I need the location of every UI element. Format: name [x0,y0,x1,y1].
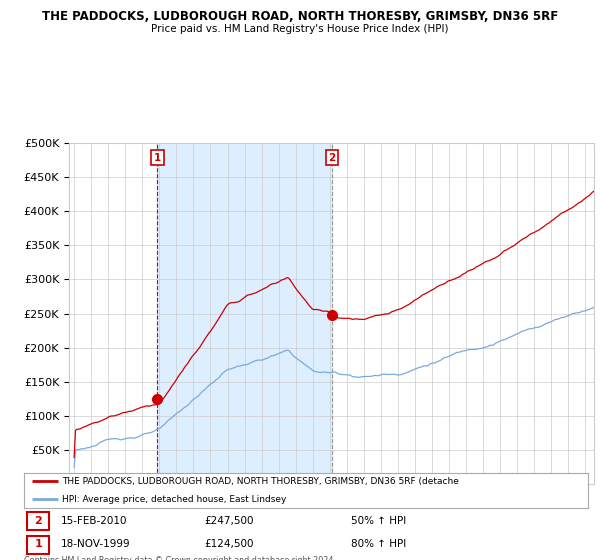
Text: THE PADDOCKS, LUDBOROUGH ROAD, NORTH THORESBY, GRIMSBY, DN36 5RF (detache: THE PADDOCKS, LUDBOROUGH ROAD, NORTH THO… [62,477,459,486]
Bar [157,143,332,484]
Text: 50% ↑ HPI: 50% ↑ HPI [351,516,406,526]
Text: Price paid vs. HM Land Registry's House Price Index (HPI): Price paid vs. HM Land Registry's House … [151,24,449,34]
Text: THE PADDOCKS, LUDBOROUGH ROAD, NORTH THORESBY, GRIMSBY, DN36 5RF: THE PADDOCKS, LUDBOROUGH ROAD, NORTH THO… [42,10,558,23]
Text: 80% ↑ HPI: 80% ↑ HPI [351,539,406,549]
Text: 18-NOV-1999: 18-NOV-1999 [61,539,130,549]
Text: 1: 1 [154,153,161,163]
Text: Contains HM Land Registry data © Crown copyright and database right 2024.
This d: Contains HM Land Registry data © Crown c… [24,556,336,560]
Text: 15-FEB-2010: 15-FEB-2010 [61,516,127,526]
FancyBboxPatch shape [27,512,49,530]
Text: 1: 1 [34,539,42,549]
FancyBboxPatch shape [27,536,49,554]
Text: 2: 2 [328,153,335,163]
Text: £124,500: £124,500 [205,539,254,549]
Text: £247,500: £247,500 [205,516,254,526]
Text: 2: 2 [34,516,42,526]
Text: HPI: Average price, detached house, East Lindsey: HPI: Average price, detached house, East… [62,494,287,504]
